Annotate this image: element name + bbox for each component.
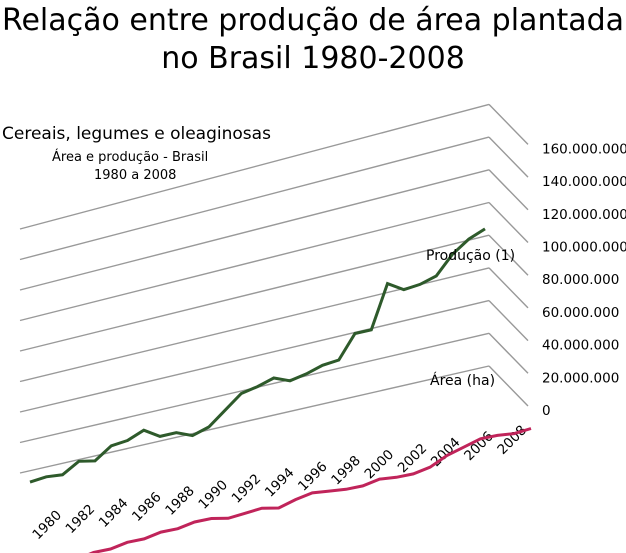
gridline-side [488, 136, 529, 178]
x-tick-label: 1996 [295, 459, 331, 495]
x-tick-label: 1998 [328, 453, 364, 489]
series-label: Área (ha) [430, 372, 495, 389]
gridline-side [488, 365, 529, 407]
y-tick-label: 120.000.000 [542, 207, 626, 223]
series-line [29, 227, 486, 484]
x-tick-label: 1992 [229, 471, 265, 507]
gridline-side [488, 300, 529, 342]
y-tick-label: 160.000.000 [542, 141, 626, 157]
x-tick-label: 1982 [63, 501, 99, 537]
grid-layer [19, 103, 529, 474]
y-tick-label: 80.000.000 [542, 272, 619, 288]
chart-subtitle-scope: Área e produção - Brasil [52, 150, 209, 165]
x-tick-label: 1988 [162, 483, 198, 519]
series-line [88, 427, 532, 553]
x-tick-label: 1986 [129, 489, 165, 525]
series-label: Produção (1) [426, 248, 515, 264]
gridline-side [488, 202, 529, 243]
gridline-side [488, 267, 529, 309]
gridline [19, 103, 490, 230]
gridline [19, 169, 490, 291]
gridline [19, 136, 490, 261]
chart-subtitle: Cereais, legumes e oleaginosas [2, 124, 271, 144]
gridline [19, 365, 490, 474]
chart-subtitle-period: 1980 a 2008 [94, 168, 177, 183]
x-tick-label: 1980 [29, 507, 65, 543]
series-layer: Produção (1) Área (ha) [29, 227, 532, 553]
chart-title-line-1: Relação entre produção de área plantada [1, 3, 625, 38]
y-axis: 0 20.000.000 40.000.000 60.000.000 80.000.00… [542, 141, 626, 419]
x-tick-label: 2008 [494, 422, 530, 458]
y-tick-label: 20.000.000 [542, 370, 619, 386]
y-tick-label: 40.000.000 [542, 338, 619, 354]
y-tick-label: 0 [542, 403, 551, 419]
chart-title-line-2: no Brasil 1980-2008 [161, 41, 465, 76]
gridline-side [488, 234, 529, 276]
gridline-side [488, 332, 529, 374]
x-tick-label: 1984 [96, 495, 132, 531]
y-tick-label: 140.000.000 [542, 174, 626, 190]
gridline-side [488, 103, 529, 145]
y-tick-label: 100.000.000 [542, 240, 626, 256]
x-tick-label: 1994 [262, 465, 298, 501]
gridline [19, 299, 490, 413]
gridline [19, 234, 490, 352]
gridline-side [488, 169, 529, 211]
x-axis: 1980198219841986198819901992199419961998… [29, 422, 530, 543]
y-tick-label: 60.000.000 [542, 305, 619, 321]
x-tick-label: 1990 [195, 477, 231, 513]
gridline [19, 201, 490, 322]
